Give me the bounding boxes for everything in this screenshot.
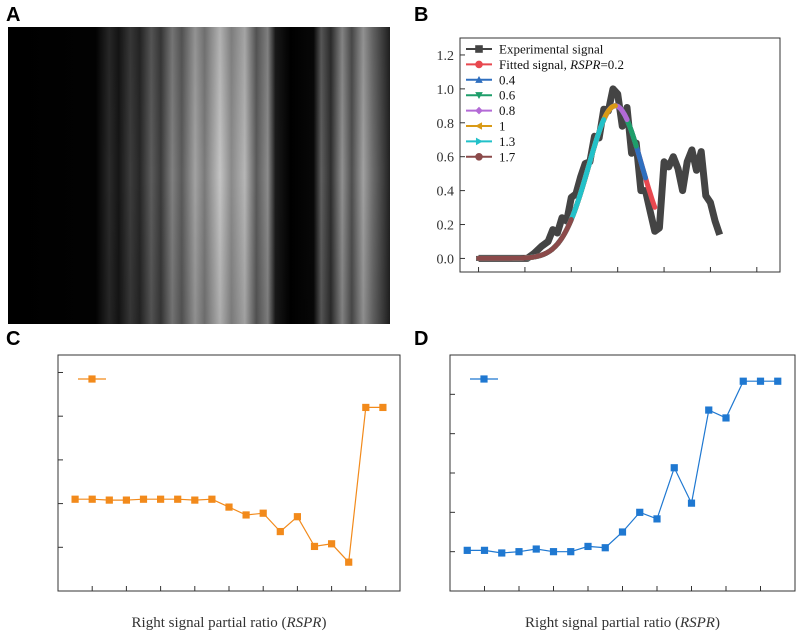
data-point [636,508,644,516]
data-point [687,499,696,507]
data-point [88,495,96,503]
series-line [467,380,778,554]
data-point [379,403,387,412]
x-axis-label: Right signal partial ratio (RSPR) [525,615,720,631]
data-point-experimental [619,123,625,129]
panel-label-c: C [6,328,20,350]
panel-label-d: D [414,328,428,350]
data-point [259,509,267,517]
series-fitted-5 [476,117,607,261]
data-point [739,377,747,385]
data-point [774,377,782,385]
y-tick-label: 0.6 [437,151,455,166]
plot-frame [57,354,401,592]
legend-marker [475,106,483,115]
data-point [653,515,661,523]
legend-marker [88,375,96,383]
data-point-experimental [610,86,616,92]
data-point [362,403,370,412]
data-point-experimental [666,164,672,170]
data-point-experimental [629,150,635,156]
data-point [105,496,113,504]
data-point-experimental [675,166,681,172]
legend-marker [475,60,483,69]
panel-a-image [8,27,390,324]
data-point-experimental [694,167,700,173]
data-point-experimental [703,193,709,199]
data-point [549,548,558,556]
legend-label: 1 [499,119,506,134]
data-point [498,549,506,557]
data-point [276,527,284,536]
data-point [71,495,79,503]
legend-label: 0.4 [499,72,516,87]
legend-marker [475,122,483,130]
legend-label: 0.6 [499,88,516,103]
data-point [122,496,130,504]
legend-label: 0.8 [499,103,515,118]
data-point [345,558,353,566]
legend-label: Fitted signal, RSPR=0.2 [499,57,624,72]
data-point [174,495,182,503]
data-point-experimental [656,225,662,231]
legend-marker [475,92,483,99]
data-point [722,414,730,422]
series-line [75,406,383,564]
data-point [310,542,319,551]
panel-label-b: B [414,4,428,26]
data-point [328,540,336,548]
data-point [463,546,471,554]
data-point [208,495,216,503]
data-point [584,542,592,551]
y-tick-label: 1.0 [437,83,455,98]
fringe-shading [8,27,390,324]
series-fitted-6 [476,217,574,261]
data-point [515,548,523,556]
data-point-experimental [601,106,607,112]
data-point-experimental [684,159,690,165]
y-tick-label: 0.0 [437,252,455,267]
legend-label: Experimental signal [499,42,604,57]
data-point [157,495,165,503]
data-point [139,495,148,503]
legend-marker [475,45,483,53]
chart-c: Right signal partial ratio (RSPR) [57,354,401,631]
legend-marker [475,137,483,146]
plot-frame [459,37,781,273]
data-point [293,513,301,521]
y-tick-label: 0.2 [437,219,455,234]
y-tick-label: 0.8 [437,117,455,132]
data-point-experimental [554,230,560,236]
data-point-experimental [545,238,551,244]
data-point [532,545,540,553]
data-point [756,377,765,385]
chart-d: Right signal partial ratio (RSPR) [449,354,796,631]
legend-label: 1.7 [499,149,516,164]
data-point-experimental [712,218,718,224]
legend-marker [475,76,483,83]
data-point [618,528,627,536]
legend-marker [475,153,483,161]
data-point [567,548,575,556]
chart-b: 0.00.20.40.60.81.01.2 Experimental signal… [437,37,781,273]
data-point [242,511,250,519]
panel-label-a: A [6,4,20,26]
legend-label: 1.3 [499,134,515,149]
y-tick-label: 0.4 [437,185,455,200]
data-point [705,406,713,414]
data-point-experimental [573,191,579,197]
legend-marker [480,375,488,383]
data-point-experimental [647,208,653,214]
data-point [601,544,609,552]
data-point [480,546,489,554]
data-point [225,503,233,511]
y-tick-label: 1.2 [437,49,455,64]
data-point [670,464,678,472]
data-point-experimental [638,188,644,194]
x-axis-label: Right signal partial ratio (RSPR) [132,615,327,631]
data-point [191,496,199,504]
